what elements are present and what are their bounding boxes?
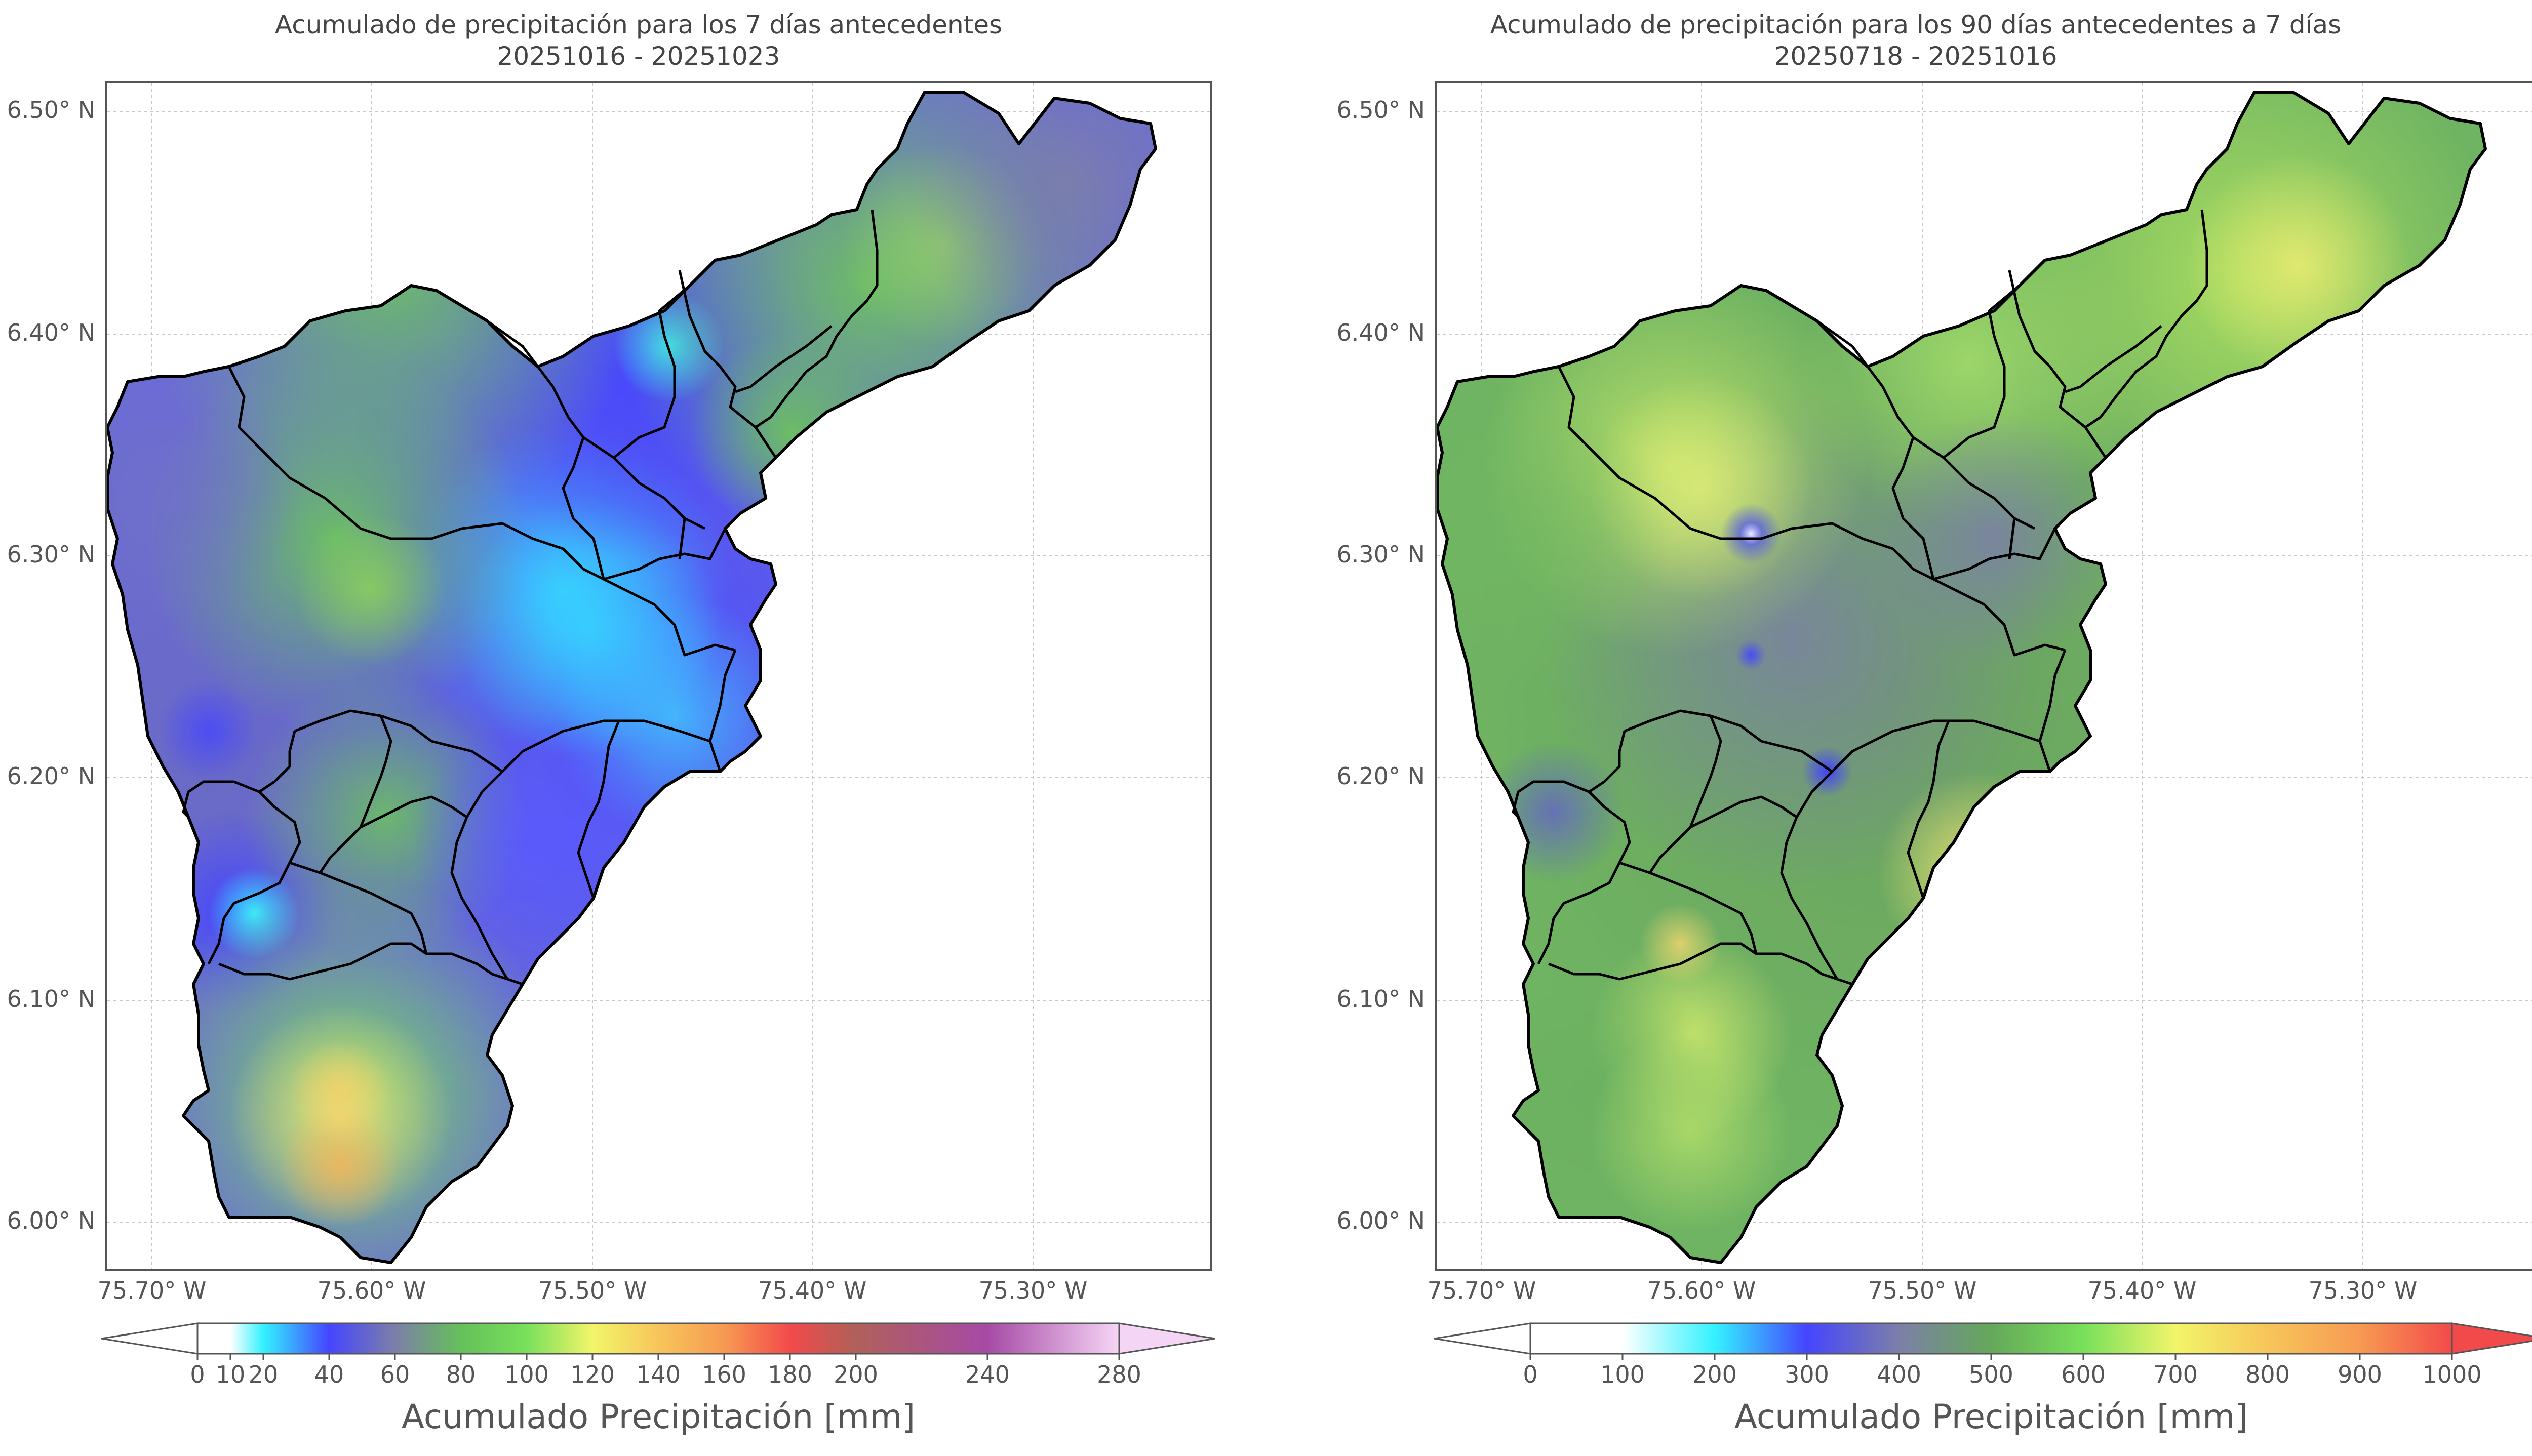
colorbar-tick-label: 800 [2245, 1361, 2290, 1388]
colorbar-over-extension [2451, 1322, 2532, 1355]
precipitation-map [1437, 83, 2532, 1269]
colorbar-tick-label: 0 [190, 1361, 205, 1388]
longitude-tick-label: 75.60° W [317, 1277, 426, 1304]
panel-7-days: Acumulado de precipitación para los 7 dí… [7, 10, 1216, 1453]
colorbar-over-extension [1118, 1322, 1216, 1355]
municipal-boundaries [1512, 209, 2208, 986]
longitude-tick-label: 75.50° W [538, 1277, 647, 1304]
colorbar-tick-label: 700 [2153, 1361, 2198, 1388]
longitude-tick-label: 75.40° W [2087, 1277, 2197, 1304]
latitude-tick-label: 6.20° N [1336, 762, 1425, 790]
latitude-tick-label: 6.10° N [1336, 985, 1425, 1013]
colorbar-label: Acumulado Precipitación [mm] [1734, 1397, 2248, 1436]
colorbar-tick-label: 1000 [2422, 1361, 2482, 1388]
longitude-tick-label: 75.50° W [1868, 1277, 1977, 1304]
latitude-tick-label: 6.00° N [1336, 1207, 1425, 1234]
longitude-tick-label: 75.40° W [758, 1277, 867, 1304]
colorbar-tick-label: 900 [2338, 1361, 2382, 1388]
colorbar-under-extension [101, 1322, 199, 1355]
municipal-boundaries [182, 209, 879, 986]
longitude-tick-label: 75.30° W [2308, 1277, 2418, 1304]
colorbar-tick-label: 140 [636, 1361, 681, 1388]
colorbar-tick-label: 80 [446, 1361, 476, 1388]
latitude-tick-label: 6.40° N [1336, 319, 1425, 346]
colorbar-tick-label: 400 [1877, 1361, 1921, 1388]
map-title: Acumulado de precipitación para los 90 d… [1490, 10, 2342, 39]
colorbar-tick-label: 500 [1969, 1361, 2013, 1388]
colorbar-tick-label: 600 [2061, 1361, 2106, 1388]
panel-90-days: Acumulado de precipitación para los 90 d… [1277, 0, 2532, 1456]
colorbar-tick-label: 280 [1097, 1361, 1141, 1388]
precipitation-field [107, 92, 1156, 1263]
colorbar-gradient [196, 1322, 1120, 1355]
latitude-tick-label: 6.10° N [7, 985, 95, 1013]
precipitation-map [107, 83, 1210, 1269]
map-area [105, 81, 1212, 1271]
latitude-tick-label: 6.00° N [7, 1207, 95, 1234]
colorbar-tick-label: 300 [1785, 1361, 1829, 1388]
latitude-tick-label: 6.20° N [7, 762, 95, 790]
map-title: Acumulado de precipitación para los 7 dí… [274, 10, 1003, 39]
colorbar-tick-label: 10 [215, 1361, 246, 1388]
colorbar-tick-label: 60 [380, 1361, 410, 1388]
latitude-tick-label: 6.40° N [7, 319, 95, 346]
latitude-tick-label: 6.30° N [1336, 541, 1425, 568]
colorbar-tick-label: 20 [248, 1361, 279, 1388]
region-outline [1437, 91, 2487, 1264]
colorbar-gradient [1529, 1322, 2453, 1355]
map-area [1435, 81, 2532, 1271]
colorbar-tick-label: 40 [314, 1361, 344, 1388]
colorbar-tick-label: 240 [965, 1361, 1010, 1388]
colorbar-under-extension [1434, 1322, 1531, 1355]
colorbar-tick-label: 200 [1692, 1361, 1737, 1388]
latitude-tick-label: 6.50° N [7, 96, 95, 124]
latitude-tick-label: 6.30° N [7, 541, 95, 568]
colorbar-tick-label: 180 [768, 1361, 812, 1388]
latitude-tick-label: 6.50° N [1336, 96, 1425, 124]
longitude-tick-label: 75.60° W [1647, 1277, 1756, 1304]
region-outline [107, 91, 1157, 1264]
colorbar-tick-label: 200 [834, 1361, 878, 1388]
colorbar-tick-label: 100 [1600, 1361, 1645, 1388]
longitude-tick-label: 75.30° W [978, 1277, 1088, 1304]
colorbar: 0 100 200 300 400 500 600 700 800 900 1000 Acumulad… [1434, 1316, 2532, 1453]
longitude-tick-label: 75.70° W [1427, 1277, 1536, 1304]
colorbar-tick-label: 0 [1523, 1361, 1538, 1388]
longitude-tick-label: 75.70° W [97, 1277, 207, 1304]
map-date-range: 20250718 - 20251016 [1774, 42, 2058, 71]
colorbar: 0 10 20 40 60 80 100 120 140 160 180 200 240 280 Acumu… [101, 1316, 1216, 1453]
colorbar-tick-label: 100 [504, 1361, 549, 1388]
colorbar-label: Acumulado Precipitación [mm] [401, 1397, 916, 1436]
colorbar-tick-label: 160 [702, 1361, 746, 1388]
precipitation-field [1437, 92, 2485, 1263]
colorbar-strip [1434, 1322, 2532, 1360]
colorbar-tick-label: 120 [570, 1361, 615, 1388]
map-date-range: 20251016 - 20251023 [497, 42, 780, 71]
colorbar-strip [101, 1322, 1216, 1360]
